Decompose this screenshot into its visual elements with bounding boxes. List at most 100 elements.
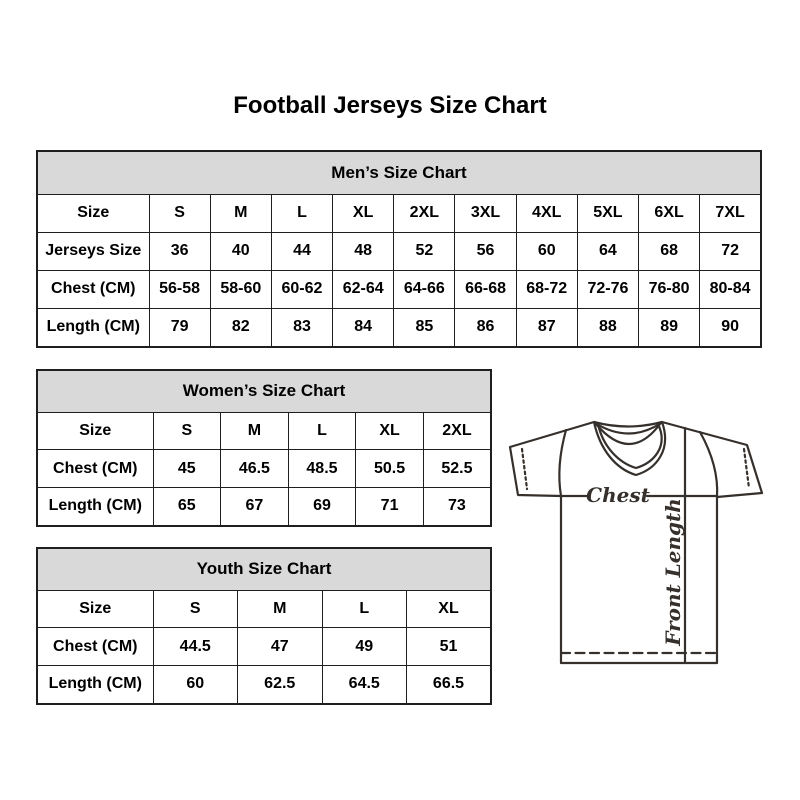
size-cell: 65 [152, 486, 222, 527]
row-label: Chest (CM) [36, 449, 154, 488]
size-cell: 49 [321, 627, 407, 666]
size-cell: 2XL [422, 411, 492, 451]
size-cell: 2XL [393, 193, 456, 233]
size-cell: 50.5 [355, 449, 424, 488]
size-cell: 44 [270, 231, 334, 271]
size-cell: M [209, 193, 272, 233]
vneck-inner-line [596, 422, 663, 470]
size-cell: 4XL [515, 193, 578, 233]
size-cell: 62-64 [332, 269, 395, 309]
size-cell: 60-62 [270, 269, 334, 309]
size-cell: 36 [148, 231, 211, 271]
size-cell: 88 [576, 307, 640, 348]
size-cell: 85 [393, 307, 456, 348]
size-cell: 56 [454, 231, 517, 271]
size-cell: 69 [287, 486, 357, 527]
size-cell: S [152, 411, 222, 451]
size-cell: 46.5 [220, 449, 289, 488]
mens-size-table: Men’s Size Chart Size S M L XL 2XL 3XL 4XL 5XL 6XL… [36, 150, 762, 348]
size-cell: 79 [148, 307, 211, 348]
size-cell: S [148, 193, 211, 233]
jersey-outline [508, 420, 764, 665]
size-cell: 44.5 [152, 627, 238, 666]
size-cell: XL [355, 411, 424, 451]
size-cell: 60 [515, 231, 578, 271]
jersey-linework [508, 420, 764, 665]
size-cell: 64-66 [393, 269, 456, 309]
table-row: Chest (CM) 56-58 58-60 60-62 62-64 64-66 66-68… [36, 269, 762, 309]
size-cell: XL [332, 193, 395, 233]
sleeve-cuff-dashed-left [520, 447, 529, 491]
table-row: Length (CM) 79 82 83 84 85 86 87 88 89 90 [36, 307, 762, 348]
size-cell: 86 [454, 307, 517, 348]
size-cell: 66-68 [454, 269, 517, 309]
size-cell: 71 [355, 486, 424, 527]
youth-table-title: Youth Size Chart [36, 547, 492, 591]
table-row: Length (CM) 65 67 69 71 73 [36, 486, 492, 527]
page-title: Football Jerseys Size Chart [233, 92, 547, 119]
collar-band-arc-inner [594, 422, 662, 446]
table-row: Jerseys Size 36 40 44 48 52 56 60 64 68 72 [36, 231, 762, 271]
size-cell: 73 [422, 486, 492, 527]
women-table-title: Women’s Size Chart [36, 369, 492, 413]
row-label: Size [36, 193, 150, 233]
armhole-seam-left [558, 428, 568, 498]
size-cell: M [220, 411, 289, 451]
row-label: Chest (CM) [36, 269, 150, 309]
size-cell: 56-58 [148, 269, 211, 309]
jersey-diagram: Chest Front Length [508, 420, 764, 665]
size-cell: 3XL [454, 193, 517, 233]
size-cell: 52.5 [422, 449, 492, 488]
size-cell: 58-60 [209, 269, 272, 309]
size-cell: 68-72 [515, 269, 578, 309]
table-row: Chest (CM) 45 46.5 48.5 50.5 52.5 [36, 449, 492, 488]
size-cell: 51 [406, 627, 492, 666]
youth-table-header-row: Youth Size Chart [36, 547, 492, 591]
size-cell: 64.5 [321, 664, 407, 705]
size-cell: 48 [332, 231, 395, 271]
size-cell: 68 [637, 231, 701, 271]
collar-band-arc-outer [593, 421, 663, 435]
row-label: Size [36, 589, 154, 629]
size-cell: 5XL [576, 193, 640, 233]
row-label: Size [36, 411, 154, 451]
table-row: Size S M L XL [36, 589, 492, 629]
size-cell: L [321, 589, 407, 629]
youth-size-table: Youth Size Chart Size S M L XL Chest (CM) 44.5 4… [36, 547, 492, 705]
table-row: Size S M L XL 2XL [36, 411, 492, 451]
size-cell: 45 [152, 449, 222, 488]
size-cell: 66.5 [406, 664, 492, 705]
size-cell: M [237, 589, 323, 629]
table-row: Length (CM) 60 62.5 64.5 66.5 [36, 664, 492, 705]
size-cell: 87 [515, 307, 578, 348]
size-cell: 83 [270, 307, 334, 348]
front-length-label: Front Length [661, 498, 685, 647]
size-cell: XL [406, 589, 492, 629]
size-cell: 60 [152, 664, 238, 705]
size-cell: 7XL [699, 193, 762, 233]
row-label: Length (CM) [36, 307, 150, 348]
table-row: Size S M L XL 2XL 3XL 4XL 5XL 6XL 7XL [36, 193, 762, 233]
size-cell: 90 [699, 307, 762, 348]
size-cell: 48.5 [287, 449, 357, 488]
chest-label: Chest [586, 483, 650, 507]
size-cell: 84 [332, 307, 395, 348]
size-cell: 64 [576, 231, 640, 271]
table-row: Chest (CM) 44.5 47 49 51 [36, 627, 492, 666]
size-cell: L [287, 411, 357, 451]
womens-size-table: Women’s Size Chart Size S M L XL 2XL Chest (CM)… [36, 369, 492, 527]
size-cell: 89 [637, 307, 701, 348]
size-cell: 47 [237, 627, 323, 666]
row-label: Length (CM) [36, 664, 154, 705]
vneck-outer-line [592, 420, 667, 477]
sleeve-cuff-dashed-right [742, 447, 751, 490]
size-cell: 72 [699, 231, 762, 271]
men-table-title: Men’s Size Chart [36, 150, 762, 195]
size-cell: 82 [209, 307, 272, 348]
armhole-seam-right [698, 430, 719, 499]
size-cell: 80-84 [699, 269, 762, 309]
women-table-header-row: Women’s Size Chart [36, 369, 492, 413]
row-label: Chest (CM) [36, 627, 154, 666]
size-cell: 6XL [637, 193, 701, 233]
